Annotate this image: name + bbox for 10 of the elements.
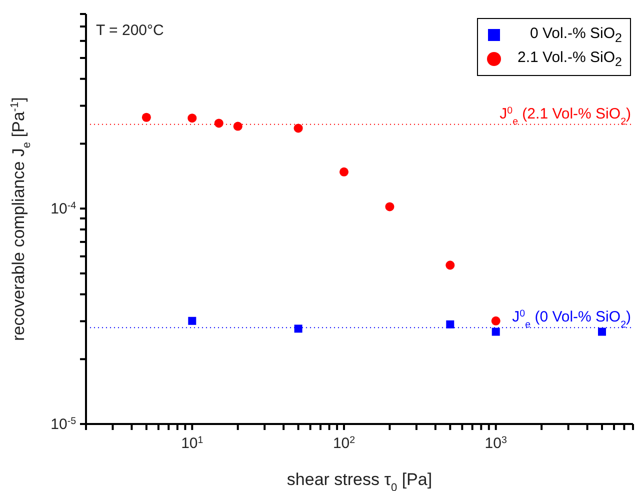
legend-label: 2.1 Vol.-% SiO$_{2}$ [518,49,622,69]
x-tick-label: 10$^{1}$ [181,434,204,452]
ref-line-label: J$^{0}$$_{e}$ (0 Vol-% SiO$_{2}$) [512,308,631,330]
x-tick-label: 10$^{3}$ [484,434,507,452]
y-tick-label: 10$^{-4}$ [50,200,77,218]
legend-label: 0 Vol.-% SiO$_{2}$ [530,25,622,45]
annotation: T = 200°C [96,22,164,39]
x-axis-title: shear stress τ$_{0}$ [Pa] [286,470,432,491]
x-tick-label: 10$^{2}$ [332,434,356,452]
y-tick-label: 10$^{-5}$ [50,416,77,433]
